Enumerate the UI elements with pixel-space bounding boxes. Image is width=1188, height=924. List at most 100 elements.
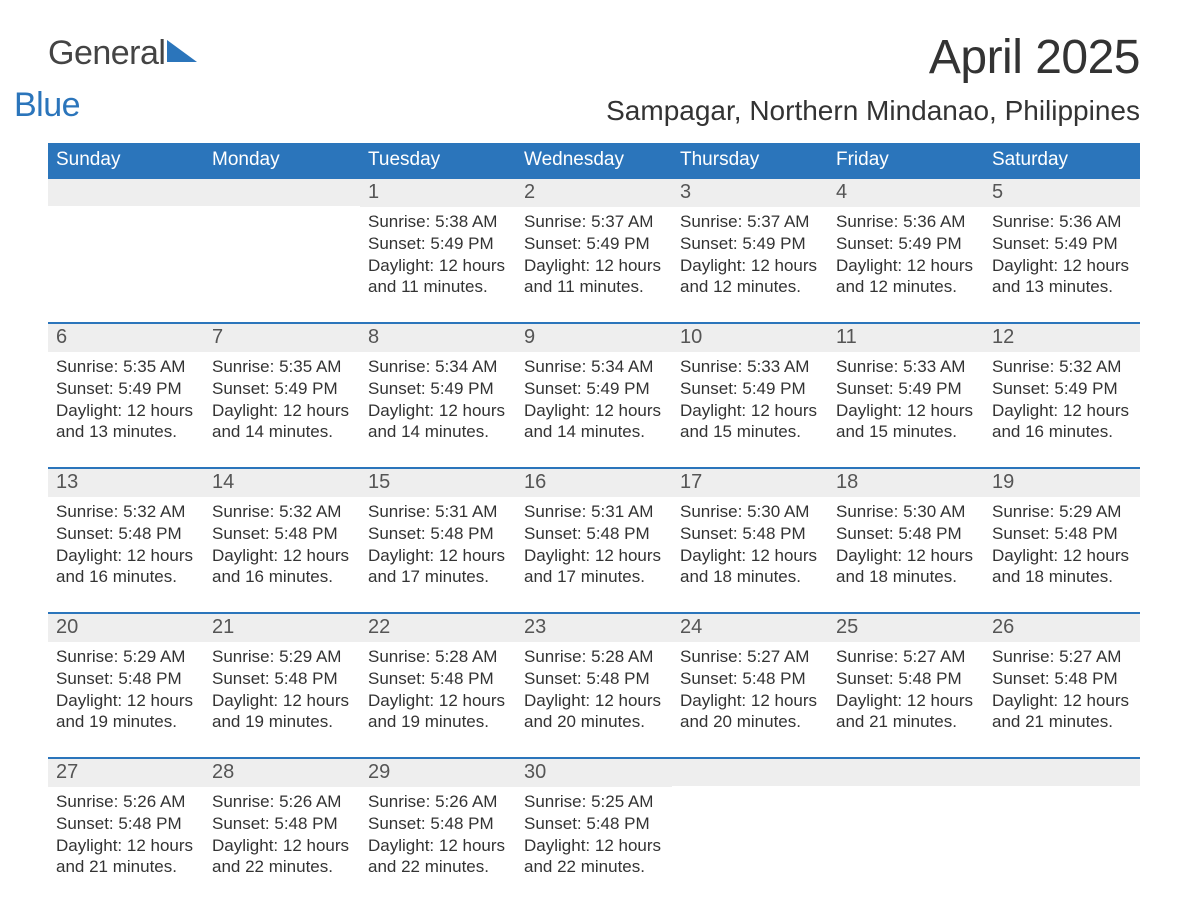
weekday-header: Sunday: [48, 143, 204, 179]
sunrise-line: Sunrise: 5:28 AM: [368, 646, 508, 668]
day-number: 9: [516, 324, 672, 352]
brand-word-2: Blue: [14, 88, 80, 122]
day-cell: 21Sunrise: 5:29 AMSunset: 5:48 PMDayligh…: [204, 614, 360, 739]
day-cell: 13 Sunrise: 5:32 AMSunset: 5:48 PMDayligh…: [48, 469, 204, 594]
sunrise-line: Sunrise: 5:27 AM: [836, 646, 976, 668]
daylight-line: Daylight: 12 hours and 21 minutes.: [56, 835, 196, 879]
week-row: 6Sunrise: 5:35 AMSunset: 5:49 PMDaylight…: [48, 322, 1140, 449]
daylight-line: Daylight: 12 hours and 16 minutes.: [992, 400, 1132, 444]
sunset-line: Sunset: 5:48 PM: [992, 523, 1132, 545]
daylight-line: Daylight: 12 hours and 22 minutes.: [524, 835, 664, 879]
sunrise-line: Sunrise: 5:34 AM: [524, 356, 664, 378]
weekday-header: Monday: [204, 143, 360, 179]
day-cell: 27Sunrise: 5:26 AMSunset: 5:48 PMDayligh…: [48, 759, 204, 884]
day-number: 1: [360, 179, 516, 207]
sunrise-line: Sunrise: 5:35 AM: [212, 356, 352, 378]
day-cell: 8Sunrise: 5:34 AMSunset: 5:49 PMDaylight…: [360, 324, 516, 449]
day-number: 16: [516, 469, 672, 497]
sunset-line: Sunset: 5:49 PM: [680, 378, 820, 400]
daylight-line: Daylight: 12 hours and 19 minutes.: [212, 690, 352, 734]
sunset-line: Sunset: 5:49 PM: [524, 378, 664, 400]
day-number: 26: [984, 614, 1140, 642]
sunrise-line: Sunrise: 5:31 AM: [368, 501, 508, 523]
sunset-line: Sunset: 5:49 PM: [56, 378, 196, 400]
day-cell: 12 Sunrise: 5:32 AMSunset: 5:49 PMDayligh…: [984, 324, 1140, 449]
day-number: 12: [984, 324, 1140, 352]
header: General Blue April 2025 Sampagar, Northe…: [48, 30, 1140, 127]
day-number: 13: [48, 469, 204, 497]
day-cell: [48, 179, 204, 304]
day-number: 20: [48, 614, 204, 642]
sunset-line: Sunset: 5:48 PM: [524, 813, 664, 835]
day-number: 3: [672, 179, 828, 207]
weekday-header-row: SundayMondayTuesdayWednesdayThursdayFrid…: [48, 143, 1140, 179]
sunset-line: Sunset: 5:48 PM: [524, 668, 664, 690]
day-cell: 2Sunrise: 5:37 AMSunset: 5:49 PMDaylight…: [516, 179, 672, 304]
sunrise-line: Sunrise: 5:26 AM: [56, 791, 196, 813]
brand-logo: General Blue: [48, 30, 197, 104]
day-number: 21: [204, 614, 360, 642]
sunrise-line: Sunrise: 5:33 AM: [680, 356, 820, 378]
day-number: [984, 759, 1140, 786]
day-cell: 14Sunrise: 5:32 AMSunset: 5:48 PMDayligh…: [204, 469, 360, 594]
day-cell: 5Sunrise: 5:36 AMSunset: 5:49 PMDaylight…: [984, 179, 1140, 304]
sunset-line: Sunset: 5:48 PM: [56, 523, 196, 545]
day-number: 8: [360, 324, 516, 352]
month-title: April 2025: [606, 30, 1140, 85]
sunrise-line: Sunrise: 5:30 AM: [680, 501, 820, 523]
day-number: 18: [828, 469, 984, 497]
day-number: 24: [672, 614, 828, 642]
sunrise-line: Sunrise: 5:37 AM: [524, 211, 664, 233]
day-cell: 30Sunrise: 5:25 AMSunset: 5:48 PMDayligh…: [516, 759, 672, 884]
daylight-line: Daylight: 12 hours and 16 minutes.: [56, 545, 196, 589]
sunrise-line: Sunrise: 5:30 AM: [836, 501, 976, 523]
day-cell: [828, 759, 984, 884]
day-number: 4: [828, 179, 984, 207]
daylight-line: Daylight: 12 hours and 19 minutes.: [56, 690, 196, 734]
day-cell: 16Sunrise: 5:31 AMSunset: 5:48 PMDayligh…: [516, 469, 672, 594]
daylight-line: Daylight: 12 hours and 19 minutes.: [368, 690, 508, 734]
sunrise-line: Sunrise: 5:32 AM: [212, 501, 352, 523]
sunrise-line: Sunrise: 5:27 AM: [992, 646, 1132, 668]
sunrise-line: Sunrise: 5:36 AM: [992, 211, 1132, 233]
daylight-line: Daylight: 12 hours and 14 minutes.: [524, 400, 664, 444]
day-cell: 28Sunrise: 5:26 AMSunset: 5:48 PMDayligh…: [204, 759, 360, 884]
calendar-grid: SundayMondayTuesdayWednesdayThursdayFrid…: [48, 143, 1140, 884]
sunrise-line: Sunrise: 5:32 AM: [56, 501, 196, 523]
day-cell: 20Sunrise: 5:29 AMSunset: 5:48 PMDayligh…: [48, 614, 204, 739]
sunrise-line: Sunrise: 5:36 AM: [836, 211, 976, 233]
daylight-line: Daylight: 12 hours and 22 minutes.: [368, 835, 508, 879]
sunset-line: Sunset: 5:48 PM: [680, 523, 820, 545]
day-cell: 4Sunrise: 5:36 AMSunset: 5:49 PMDaylight…: [828, 179, 984, 304]
day-cell: 26Sunrise: 5:27 AMSunset: 5:48 PMDayligh…: [984, 614, 1140, 739]
sunset-line: Sunset: 5:48 PM: [680, 668, 820, 690]
daylight-line: Daylight: 12 hours and 21 minutes.: [992, 690, 1132, 734]
daylight-line: Daylight: 12 hours and 15 minutes.: [836, 400, 976, 444]
day-cell: 6Sunrise: 5:35 AMSunset: 5:49 PMDaylight…: [48, 324, 204, 449]
sunset-line: Sunset: 5:48 PM: [368, 813, 508, 835]
weekday-header: Thursday: [672, 143, 828, 179]
day-cell: 24Sunrise: 5:27 AMSunset: 5:48 PMDayligh…: [672, 614, 828, 739]
day-cell: 25Sunrise: 5:27 AMSunset: 5:48 PMDayligh…: [828, 614, 984, 739]
day-number: 28: [204, 759, 360, 787]
sunset-line: Sunset: 5:48 PM: [524, 523, 664, 545]
daylight-line: Daylight: 12 hours and 14 minutes.: [212, 400, 352, 444]
day-number: [48, 179, 204, 206]
sunrise-line: Sunrise: 5:38 AM: [368, 211, 508, 233]
sunrise-line: Sunrise: 5:37 AM: [680, 211, 820, 233]
sunset-line: Sunset: 5:48 PM: [56, 668, 196, 690]
day-cell: 15Sunrise: 5:31 AMSunset: 5:48 PMDayligh…: [360, 469, 516, 594]
day-cell: [672, 759, 828, 884]
day-cell: 1Sunrise: 5:38 AMSunset: 5:49 PMDaylight…: [360, 179, 516, 304]
day-number: 27: [48, 759, 204, 787]
sunset-line: Sunset: 5:49 PM: [992, 378, 1132, 400]
title-block: April 2025 Sampagar, Northern Mindanao, …: [606, 30, 1140, 127]
sunrise-line: Sunrise: 5:33 AM: [836, 356, 976, 378]
sunrise-line: Sunrise: 5:32 AM: [992, 356, 1132, 378]
sunrise-line: Sunrise: 5:35 AM: [56, 356, 196, 378]
sunset-line: Sunset: 5:49 PM: [836, 378, 976, 400]
day-cell: 9 Sunrise: 5:34 AMSunset: 5:49 PMDaylight…: [516, 324, 672, 449]
daylight-line: Daylight: 12 hours and 22 minutes.: [212, 835, 352, 879]
sunrise-line: Sunrise: 5:26 AM: [368, 791, 508, 813]
day-number: 29: [360, 759, 516, 787]
